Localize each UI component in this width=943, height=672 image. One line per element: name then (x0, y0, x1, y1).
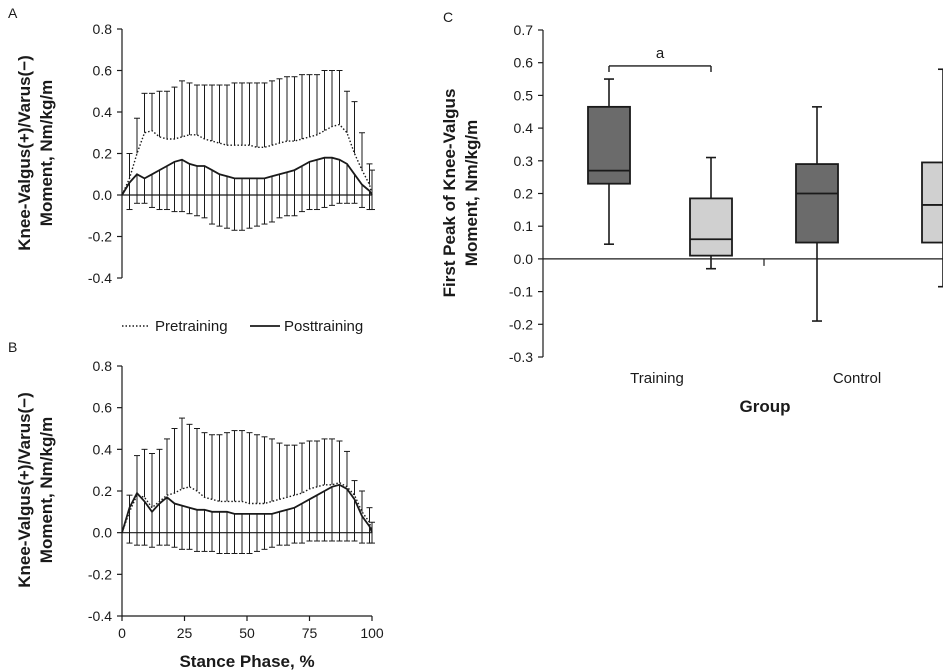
panel-b-series (121, 481, 373, 534)
legend-pretraining-label: Pretraining (155, 318, 228, 335)
panel-b-y-title-line2: Moment, Nm/kg/m (37, 417, 56, 563)
y-tick-label: 0.4 (93, 104, 113, 120)
panel-c-boxes (587, 68, 943, 322)
significance-label: a (656, 45, 665, 62)
panel-c-letter: C (443, 9, 453, 25)
panel-b-x-title: Stance Phase, % (179, 652, 314, 671)
y-tick-label: 0.6 (514, 55, 534, 71)
category-label-control: Control (833, 370, 881, 387)
panel-b: B Knee-Valgus(+)/Varus(−) Moment, Nm/kg/… (8, 339, 384, 671)
panel-c-x-title: Group (740, 397, 791, 416)
y-tick-label: -0.1 (509, 284, 533, 300)
y-tick-label: -0.2 (509, 316, 533, 332)
y-tick-label: 0.5 (514, 87, 534, 103)
panel-c-y-title: First Peak of Knee-Valgus Moment, Nm/kg/… (440, 89, 481, 298)
box-iqr (795, 163, 839, 244)
y-tick-label: -0.4 (88, 270, 112, 286)
x-tick-label: 0 (118, 625, 126, 641)
y-tick-label: 0.2 (514, 186, 534, 202)
pretraining-line (121, 123, 373, 196)
category-label-training: Training (630, 370, 684, 387)
y-tick-label: -0.2 (88, 566, 112, 582)
y-tick-label: 0.0 (514, 251, 534, 267)
y-tick-label: -0.3 (509, 349, 533, 365)
y-tick-label: 0.6 (93, 400, 113, 416)
y-tick-label: -0.2 (88, 229, 112, 245)
box-iqr (587, 105, 631, 185)
panel-c-axes: 0.7 0.6 0.5 0.4 0.3 0.2 0.1 0.0 -0.1 -0.2 -0.3 (509, 22, 943, 365)
y-tick-label: 0.2 (93, 146, 113, 162)
y-tick-label: 0.6 (93, 63, 113, 79)
x-tick-label: 75 (302, 625, 318, 641)
posttraining-line (121, 483, 373, 534)
pretraining-line (121, 481, 373, 533)
panel-a-error-bars (126, 70, 375, 231)
y-tick-label: 0.8 (93, 21, 113, 37)
panel-b-axes: 0.8 0.6 0.4 0.2 0.0 -0.2 -0.4 0 25 50 75 100 (88, 358, 384, 641)
panel-b-letter: B (8, 339, 17, 355)
box-iqr (921, 161, 943, 244)
y-tick-label: 0.3 (514, 153, 534, 169)
box-iqr (689, 197, 733, 257)
y-tick-label: 0.7 (514, 22, 534, 38)
x-tick-label: 50 (239, 625, 255, 641)
panel-a-y-title-line1: Knee-Valgus(+)/Varus(−) (15, 55, 34, 251)
panel-b-error-bars (126, 417, 375, 554)
panel-a-series (121, 123, 373, 196)
x-tick-label: 100 (360, 625, 384, 641)
y-tick-label: 0.2 (93, 483, 113, 499)
panel-a-axes: 0.8 0.6 0.4 0.2 0.0 -0.2 -0.4 (88, 21, 372, 286)
posttraining-line (121, 156, 373, 196)
y-tick-label: 0.4 (514, 120, 534, 136)
significance-annotation: a (608, 45, 712, 72)
panel-c-y-title-line1: First Peak of Knee-Valgus (440, 89, 459, 298)
legend-posttraining-label: Posttraining (284, 318, 363, 335)
panel-a-y-title-line2: Moment, Nm/kg/m (37, 80, 56, 226)
y-tick-label: 0.0 (93, 187, 113, 203)
panel-a-letter: A (8, 5, 18, 21)
panel-b-y-title: Knee-Valgus(+)/Varus(−) Moment, Nm/kg/m (15, 392, 56, 588)
y-tick-label: 0.4 (93, 441, 113, 457)
y-tick-label: 0.1 (514, 218, 534, 234)
y-tick-label: 0.8 (93, 358, 113, 374)
panel-a-y-title: Knee-Valgus(+)/Varus(−) Moment, Nm/kg/m (15, 55, 56, 251)
panel-b-y-title-line1: Knee-Valgus(+)/Varus(−) (15, 392, 34, 588)
panel-a: A Knee-Valgus(+)/Varus(−) Moment, Nm/kg/… (8, 5, 375, 335)
panel-c-y-title-line2: Moment, Nm/kg/m (462, 120, 481, 266)
legend: Pretraining Posttraining (122, 318, 363, 335)
y-tick-label: 0.0 (93, 525, 113, 541)
panel-c: C First Peak of Knee-Valgus Moment, Nm/k… (440, 9, 943, 416)
y-tick-label: -0.4 (88, 608, 112, 624)
x-tick-label: 25 (177, 625, 193, 641)
